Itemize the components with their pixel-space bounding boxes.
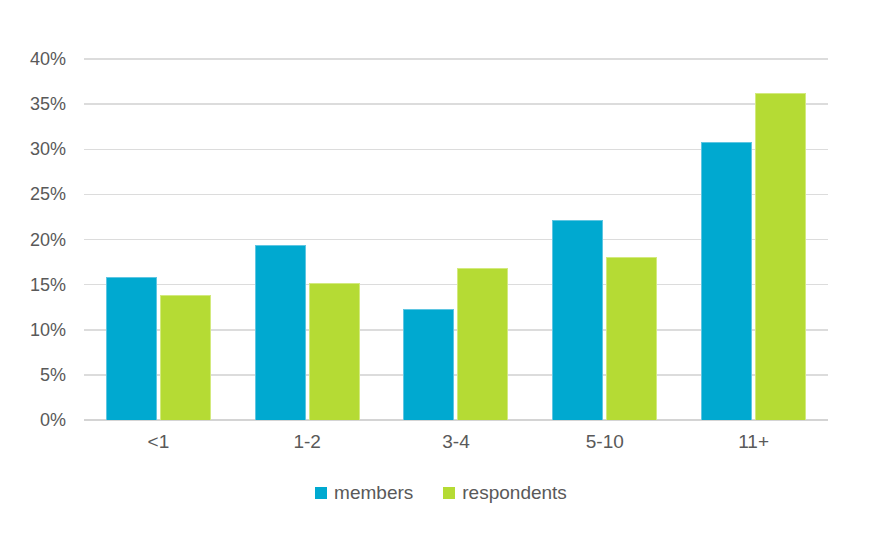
legend-item-members: members bbox=[315, 483, 413, 502]
legend: members respondents bbox=[0, 483, 882, 502]
bar-members-5-10 bbox=[552, 220, 603, 420]
bar-group-11+ bbox=[679, 59, 828, 420]
plot-bars bbox=[84, 59, 828, 420]
bar-members-11+ bbox=[701, 142, 752, 420]
bar-members-<1 bbox=[106, 277, 157, 420]
y-axis-tick-label: 10% bbox=[0, 319, 66, 341]
bar-members-3-4 bbox=[403, 309, 454, 420]
y-axis-tick-label: 15% bbox=[0, 274, 66, 296]
legend-label-respondents: respondents bbox=[462, 483, 567, 502]
y-axis-tick-label: 30% bbox=[0, 138, 66, 160]
x-axis-tick-labels: <11-23-45-1011+ bbox=[84, 431, 828, 453]
x-axis-tick-label-<1: <1 bbox=[84, 431, 233, 453]
bar-respondents-5-10 bbox=[606, 257, 657, 420]
x-axis-tick-label-1-2: 1-2 bbox=[233, 431, 382, 453]
bar-respondents-3-4 bbox=[457, 268, 508, 420]
legend-label-members: members bbox=[334, 483, 413, 502]
y-axis-tick-label: 0% bbox=[0, 409, 66, 431]
bar-members-1-2 bbox=[255, 245, 306, 420]
bar-respondents-1-2 bbox=[309, 283, 360, 420]
legend-swatch-members-icon bbox=[315, 487, 327, 499]
bar-respondents-11+ bbox=[755, 93, 806, 420]
x-axis-tick-label-3-4: 3-4 bbox=[382, 431, 531, 453]
y-axis-tick-labels: 0% 5% 10% 15% 20% 25% 30% 35% 40% bbox=[0, 0, 66, 549]
bar-group-<1 bbox=[84, 59, 233, 420]
x-axis-tick-label-11+: 11+ bbox=[679, 431, 828, 453]
y-axis-tick-label: 5% bbox=[0, 364, 66, 386]
bar-group-1-2 bbox=[233, 59, 382, 420]
bar-chart: 0% 5% 10% 15% 20% 25% 30% 35% 40% <11-23-45-1011… bbox=[0, 0, 882, 549]
legend-item-respondents: respondents bbox=[443, 483, 567, 502]
x-axis-tick-label-5-10: 5-10 bbox=[530, 431, 679, 453]
y-axis-tick-label: 25% bbox=[0, 183, 66, 205]
bar-group-3-4 bbox=[382, 59, 531, 420]
y-axis-tick-label: 40% bbox=[0, 48, 66, 70]
bar-group-5-10 bbox=[530, 59, 679, 420]
y-axis-tick-label: 35% bbox=[0, 93, 66, 115]
bar-respondents-<1 bbox=[160, 295, 211, 420]
legend-swatch-respondents-icon bbox=[443, 487, 455, 499]
y-axis-tick-label: 20% bbox=[0, 229, 66, 251]
